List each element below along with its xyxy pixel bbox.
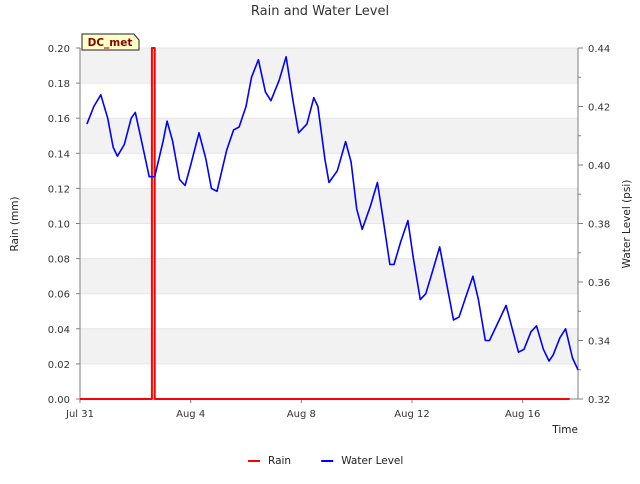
left-tick-label: 0.18 — [48, 79, 70, 90]
right-axis-label: Water Level (psi) — [621, 180, 633, 269]
left-tick-label: 0.16 — [48, 114, 70, 125]
right-tick-label: 0.44 — [588, 44, 610, 55]
legend-label-water-level: Water Level — [341, 455, 403, 467]
right-tick-label: 0.36 — [588, 278, 610, 289]
left-tick-label: 0.08 — [48, 255, 70, 266]
annotation-text: DC_met — [88, 37, 133, 49]
left-tick-label: 0.12 — [48, 184, 70, 195]
x-tick-label: Aug 12 — [394, 409, 429, 420]
x-tick-label: Jul 31 — [65, 409, 94, 420]
right-tick-label: 0.40 — [588, 161, 610, 172]
grid-band — [80, 48, 578, 84]
left-tick-label: 0.20 — [48, 44, 70, 55]
x-tick-label: Aug 4 — [176, 409, 205, 420]
left-tick-label: 0.10 — [48, 220, 70, 231]
x-axis-label: Time — [551, 424, 578, 436]
series-line-rain — [80, 47, 570, 400]
x-tick-label: Aug 8 — [287, 409, 316, 420]
x-tick-label: Aug 16 — [505, 409, 540, 420]
left-tick-label: 0.06 — [48, 290, 70, 301]
left-tick-label: 0.04 — [48, 325, 70, 336]
grid-band — [80, 328, 578, 364]
annotation-box — [81, 33, 140, 51]
right-tick-label: 0.34 — [588, 337, 610, 348]
series-line-water-level — [86, 55, 579, 371]
right-tick-label: 0.38 — [588, 220, 610, 231]
right-tick-label: 0.32 — [588, 395, 610, 406]
left-axis-label: Rain (mm) — [9, 196, 21, 251]
legend-label-rain: Rain — [268, 455, 291, 467]
grid-band — [80, 258, 578, 294]
left-tick-label: 0.02 — [48, 360, 70, 371]
chart-title: Rain and Water Level — [251, 4, 389, 19]
grid-band — [80, 118, 578, 154]
grid-band — [80, 188, 578, 224]
left-tick-label: 0.14 — [48, 149, 70, 160]
right-tick-label: 0.42 — [588, 103, 610, 114]
left-tick-label: 0.00 — [48, 395, 70, 406]
annotation-label: DC_met — [81, 33, 140, 51]
